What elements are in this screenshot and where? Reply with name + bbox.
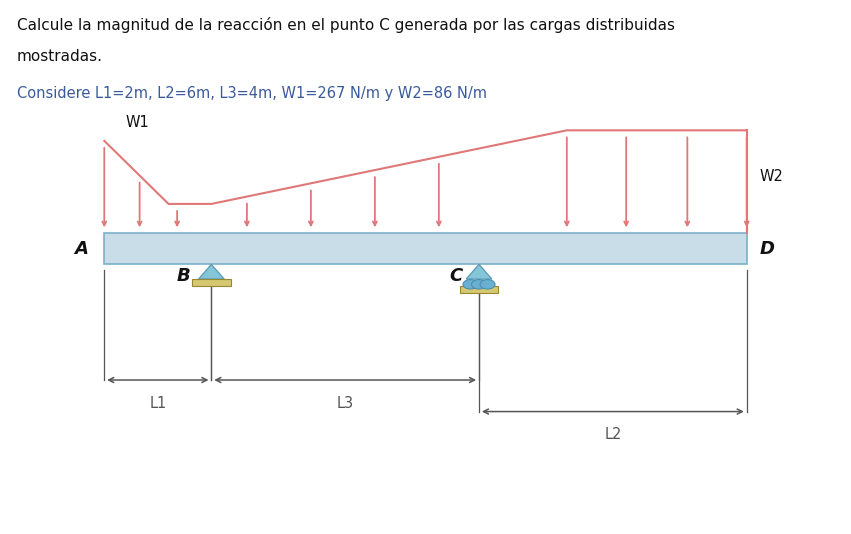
Text: L2: L2 [604, 427, 621, 442]
Text: Considere L1=2m, L2=6m, L3=4m, W1=267 N/m y W2=86 N/m: Considere L1=2m, L2=6m, L3=4m, W1=267 N/… [17, 85, 487, 100]
Polygon shape [198, 264, 224, 279]
Text: L1: L1 [149, 396, 167, 411]
Text: L3: L3 [337, 396, 354, 411]
Bar [105, 233, 746, 264]
Text: mostradas.: mostradas. [17, 49, 103, 64]
Polygon shape [466, 264, 492, 279]
Text: A: A [74, 240, 88, 257]
Circle shape [480, 280, 495, 289]
Text: B: B [177, 267, 191, 285]
Bar [192, 279, 231, 286]
Text: Calcule la magnitud de la reacción en el punto C generada por las cargas distrib: Calcule la magnitud de la reacción en el… [17, 17, 675, 33]
Bar [460, 286, 499, 293]
Text: C: C [449, 267, 462, 285]
Circle shape [463, 280, 478, 289]
Circle shape [471, 280, 487, 289]
Text: W2: W2 [759, 169, 783, 184]
Text: W1: W1 [125, 115, 149, 130]
Text: D: D [759, 240, 774, 257]
